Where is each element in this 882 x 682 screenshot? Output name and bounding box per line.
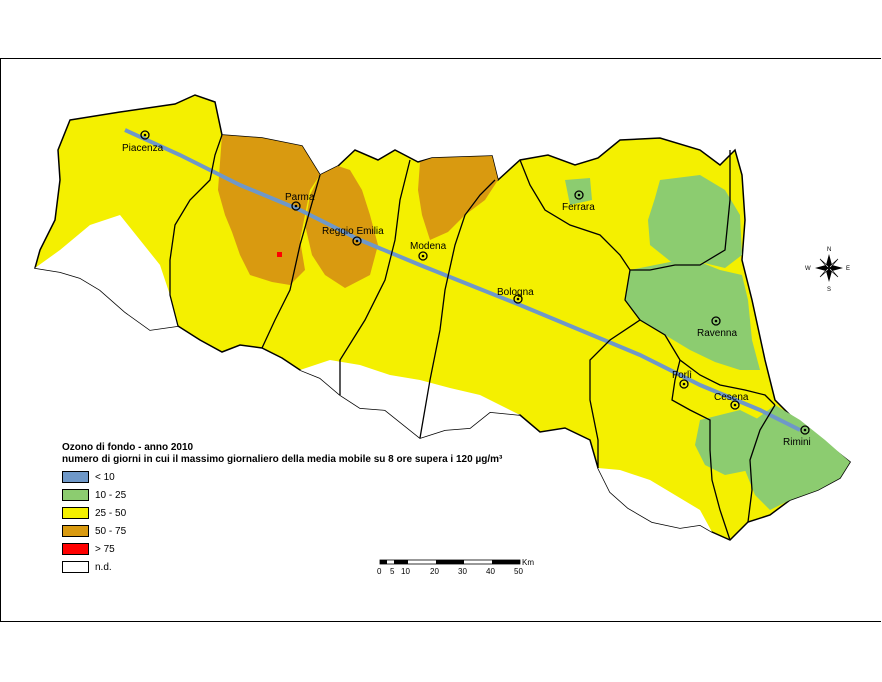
nd-zone-south	[300, 360, 520, 438]
nd-zone-southeast	[598, 468, 712, 532]
green-zone-ravenna	[625, 262, 760, 370]
city-ferrara: Ferrara	[562, 190, 595, 213]
scale-tick-40: 40	[486, 567, 495, 576]
legend-item: > 75	[62, 540, 502, 558]
city-label-forli: Forlì	[672, 370, 692, 381]
nd-zone-west	[35, 215, 178, 330]
map-frame	[0, 58, 881, 622]
compass-w: W	[805, 266, 811, 272]
scale-unit: Km	[522, 558, 534, 567]
legend-subtitle: numero di giorni in cui il massimo giorn…	[62, 454, 503, 465]
city-label-piacenza: Piacenza	[122, 143, 164, 154]
legend-label: 50 - 75	[95, 525, 127, 537]
green-zone-ferrara	[648, 175, 742, 268]
legend-swatch	[62, 507, 89, 519]
scale-tick-20: 20	[430, 567, 439, 576]
legend-label: 25 - 50	[95, 507, 127, 519]
city-forli: Forlì	[672, 370, 692, 389]
city-modena: Modena	[410, 241, 447, 261]
scale-tick-50: 50	[514, 567, 523, 576]
green-zone-rimini	[740, 405, 850, 510]
city-rimini: Rimini	[783, 425, 811, 448]
legend-swatch	[62, 471, 89, 483]
city-label-ravenna: Ravenna	[697, 328, 737, 339]
green-zone-cesena	[695, 410, 765, 475]
orange-zone-center	[305, 166, 378, 288]
scale-tick-0: 0	[377, 567, 382, 576]
legend-swatch	[62, 489, 89, 501]
legend-label: < 10	[95, 471, 115, 483]
compass-n: N	[827, 247, 831, 253]
city-label-ferrara: Ferrara	[562, 202, 595, 213]
city-bologna: Bologna	[497, 287, 534, 304]
province-boundaries	[169, 134, 776, 541]
city-markers: Piacenza Parma Reggio Emilia Modena Ferr…	[122, 130, 811, 448]
city-parma: Parma	[285, 192, 315, 211]
scale-tick-5: 5	[390, 567, 395, 576]
legend-item: 25 - 50	[62, 504, 502, 522]
legend-label: 10 - 25	[95, 489, 127, 501]
city-label-bologna: Bologna	[497, 287, 534, 298]
scale-bar: Km 0 5 10 20 30 40 50	[377, 558, 534, 576]
city-piacenza: Piacenza	[122, 130, 164, 154]
orange-zone-modena	[418, 156, 498, 240]
legend-swatch	[62, 525, 89, 537]
legend-label: n.d.	[95, 561, 112, 573]
legend-item: 50 - 75	[62, 522, 502, 540]
city-label-modena: Modena	[410, 241, 447, 252]
city-label-rimini: Rimini	[783, 437, 811, 448]
compass-rose-icon: N S E W	[805, 247, 850, 293]
city-ravenna: Ravenna	[697, 316, 737, 339]
legend-item: < 10	[62, 468, 502, 486]
legend-label: > 75	[95, 543, 115, 555]
legend-rows: < 10 10 - 25 25 - 50 50 - 75 > 75 n.d.	[62, 468, 502, 576]
scale-tick-10: 10	[401, 567, 410, 576]
city-label-reggio-emilia: Reggio Emilia	[322, 226, 384, 237]
legend-item: n.d.	[62, 558, 502, 576]
blue-corridor	[124, 128, 801, 432]
red-spot	[277, 252, 282, 257]
legend-swatch	[62, 543, 89, 555]
city-label-parma: Parma	[285, 192, 315, 203]
legend: Ozono di fondo - anno 2010 numero di gio…	[62, 442, 502, 576]
legend-title: Ozono di fondo - anno 2010	[62, 442, 194, 453]
scale-tick-30: 30	[458, 567, 467, 576]
compass-s: S	[827, 287, 831, 293]
compass-e: E	[846, 266, 850, 272]
city-reggio-emilia: Reggio Emilia	[322, 226, 384, 246]
legend-item: 10 - 25	[62, 486, 502, 504]
orange-zone-west	[218, 135, 320, 285]
city-label-cesena: Cesena	[714, 392, 749, 403]
legend-swatch	[62, 561, 89, 573]
city-cesena: Cesena	[714, 392, 749, 410]
